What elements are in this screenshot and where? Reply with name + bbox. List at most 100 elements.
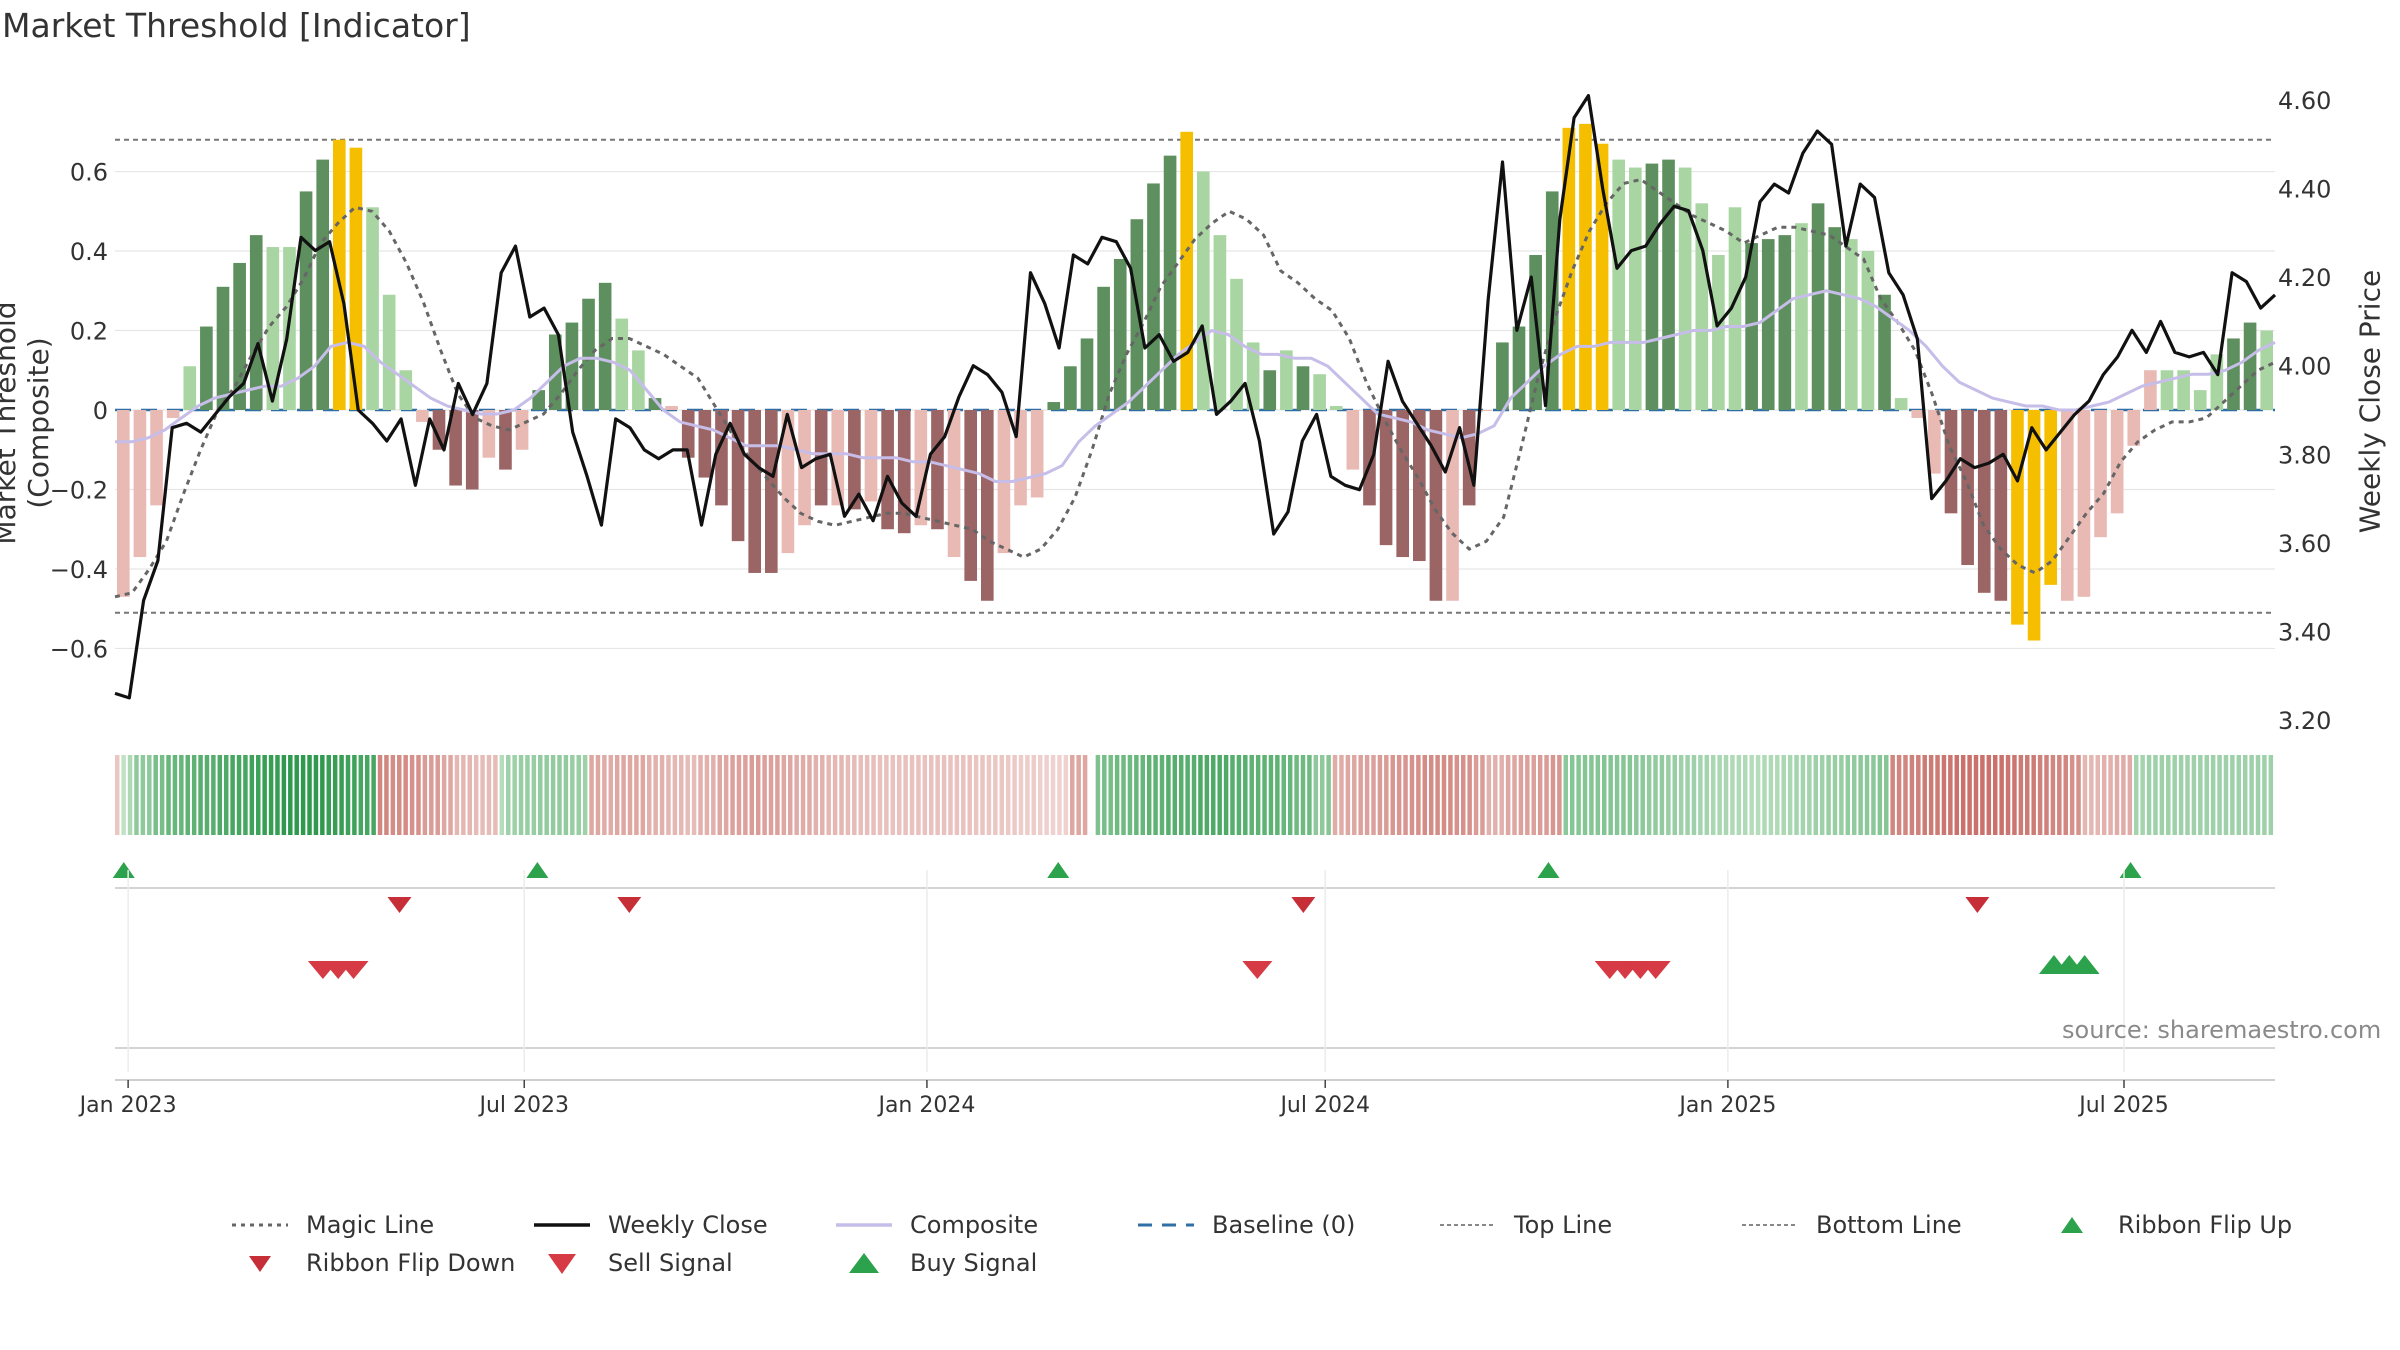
ribbon-cell <box>916 755 921 835</box>
ribbon-cell <box>1723 755 1729 835</box>
ribbon-cell <box>711 755 716 835</box>
ribbon-cell <box>313 755 319 835</box>
ribbon-cell <box>1390 755 1395 835</box>
legend-item-composite: Composite <box>834 1208 1038 1242</box>
ribbon-cell <box>2172 755 2177 835</box>
ribbon-cell <box>345 755 351 835</box>
source-note: source: sharemaestro.com <box>2062 1016 2382 1044</box>
composite-bar <box>399 370 413 410</box>
ribbon-cell <box>1012 755 1017 835</box>
ribbon-cell <box>2255 755 2261 835</box>
ribbon-cell <box>826 755 831 835</box>
ribbon-cell <box>2133 755 2139 835</box>
x-tick-label: Jan 2023 <box>78 1093 177 1118</box>
x-ticks: Jan 2023 Jul 2023 Jan 2024 Jul 2024 Jan 2025… <box>78 870 2169 1118</box>
sell-signal-marker <box>1640 961 1671 979</box>
ribbon-cell <box>2114 755 2120 835</box>
composite-bar <box>1479 410 1493 411</box>
ribbon-cell <box>1576 755 1581 835</box>
ribbon-cell <box>2185 755 2190 835</box>
ribbon-cell <box>1396 755 1402 835</box>
ribbon-cell <box>1819 755 1825 835</box>
ribbon-cell <box>961 755 966 835</box>
ribbon-cell <box>1666 755 1671 835</box>
composite-bar <box>1712 255 1725 410</box>
composite-bar <box>266 247 280 410</box>
ribbon-cell <box>813 755 819 835</box>
composite-bar <box>582 298 595 410</box>
buy-signal-marker <box>2069 955 2100 974</box>
composite-bar <box>2243 322 2257 410</box>
composite-bar <box>1246 342 1260 410</box>
composite-bar <box>1130 219 1144 410</box>
ribbon-flip-up-marker <box>1537 862 1560 878</box>
ribbon-cell <box>1621 755 1626 835</box>
ribbon-cell <box>1076 755 1081 835</box>
ribbon-cell <box>1903 755 1908 835</box>
composite-bar <box>249 235 263 410</box>
ribbon-cell <box>1268 755 1274 835</box>
ribbon-cell <box>1031 755 1037 835</box>
ribbon-cell <box>1345 755 1351 835</box>
ribbon-cell <box>1460 755 1466 835</box>
ribbon-cell <box>787 755 793 835</box>
ribbon-cell <box>717 755 722 835</box>
ribbon-cell <box>1935 755 1940 835</box>
ribbon-cell <box>1204 755 1210 835</box>
lines-layer <box>114 94 2277 700</box>
composite-bar <box>1346 410 1360 470</box>
ribbon-cell <box>954 755 960 835</box>
ribbon-cell <box>2262 755 2267 835</box>
ribbon-cell <box>1063 755 1069 835</box>
ribbon-cell <box>1467 755 1472 835</box>
composite-bar <box>2144 370 2157 410</box>
ribbon-cell <box>781 755 787 835</box>
ribbon-cell <box>832 755 838 835</box>
composite-bar <box>2160 370 2174 410</box>
ribbon-cell <box>1563 755 1569 835</box>
composite-bar <box>1894 398 1908 410</box>
ribbon-cell <box>1037 755 1043 835</box>
ribbon-cell <box>1134 755 1139 835</box>
ribbon-cell <box>236 755 242 835</box>
ribbon-cell <box>2044 755 2049 835</box>
composite-bars <box>116 123 2274 641</box>
legend-label-magic-line: Magic Line <box>306 1211 435 1239</box>
composite-bar <box>366 207 379 410</box>
ribbon-cell <box>1800 755 1806 835</box>
legend-label-buy-signal: Buy Signal <box>910 1249 1038 1277</box>
ribbon-cell <box>1743 755 1748 835</box>
legend-swatch-flip-down <box>249 1256 271 1272</box>
composite-bar <box>1080 338 1094 410</box>
chart-title: Market Threshold [Indicator] <box>2 6 471 45</box>
y-tick-label: 0 <box>93 397 108 425</box>
composite-bar <box>2127 410 2141 446</box>
ribbon-cell <box>1896 755 1902 835</box>
ribbon-cell <box>948 755 953 835</box>
ribbon-cell <box>1025 755 1030 835</box>
ribbon-cell <box>371 755 376 835</box>
ribbon-cell <box>127 755 133 835</box>
ribbon-cell <box>820 755 825 835</box>
ribbon-cell <box>377 755 383 835</box>
ribbon-cell <box>441 755 447 835</box>
ribbon-cell <box>2057 755 2062 835</box>
ribbon-cell <box>223 755 229 835</box>
ribbon-cell <box>147 755 152 835</box>
composite-bar <box>2260 330 2274 410</box>
ribbon-cell <box>743 755 748 835</box>
ribbon-cell <box>2230 755 2235 835</box>
composite-bar <box>1628 167 1642 410</box>
ribbon-cell <box>1512 755 1517 835</box>
ribbon-cell <box>1416 755 1421 835</box>
ribbon-cell <box>1768 755 1774 835</box>
legend-label-ribbon-flip-up: Ribbon Flip Up <box>2118 1211 2293 1239</box>
legend-swatch-sell <box>548 1254 576 1274</box>
ribbon-cell <box>1287 755 1293 835</box>
ribbon-cell <box>1755 755 1761 835</box>
ribbon-cell <box>384 755 389 835</box>
ribbon-cell <box>2166 755 2171 835</box>
ribbon-cell <box>1326 755 1331 835</box>
ribbon-cell <box>1781 755 1786 835</box>
ribbon-cell <box>909 755 915 835</box>
